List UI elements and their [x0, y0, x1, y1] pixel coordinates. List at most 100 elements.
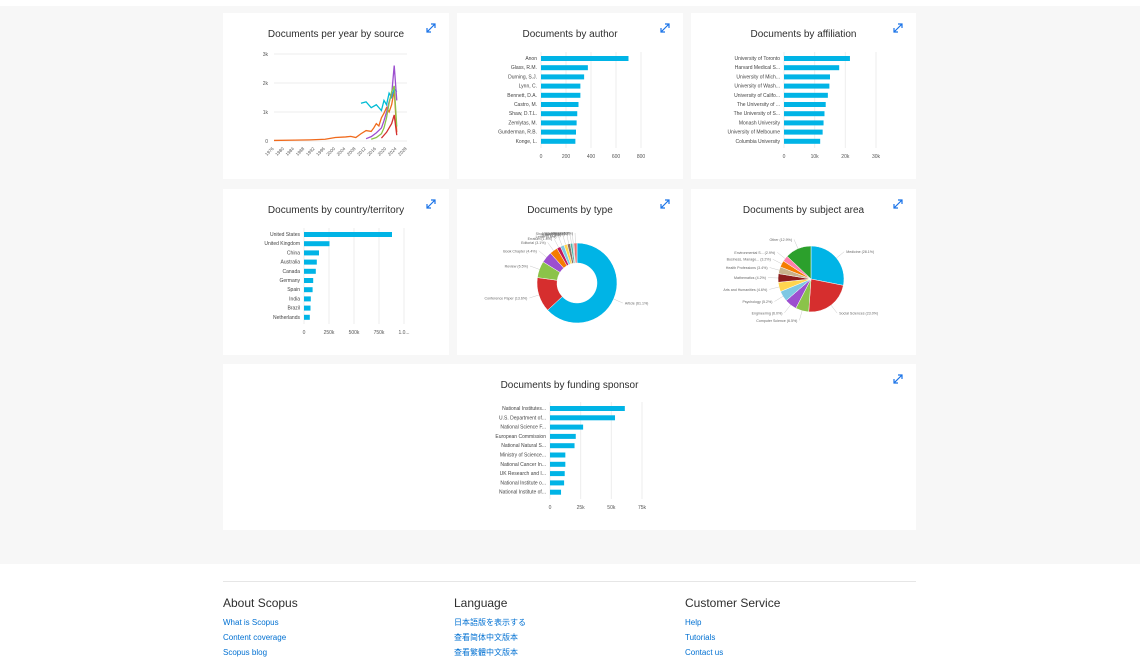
x-tick-label: 600: [612, 154, 621, 160]
chart-title: Documents by type: [527, 205, 613, 216]
label-leader: [562, 235, 566, 245]
bar: [784, 129, 823, 135]
slice-label: Arts and Humanities (4.6%): [723, 288, 767, 292]
slice-label: Note (1.3%): [542, 234, 561, 238]
bar: [784, 83, 830, 89]
card-by-country: Documents by country/territory 0 250k 500k…: [223, 189, 449, 355]
expand-icon[interactable]: [892, 372, 904, 384]
slice-label: Other (1.2%): [552, 232, 573, 236]
label-leader: [547, 242, 554, 251]
slice-label: Undefined (0.5%): [542, 232, 570, 236]
footer-link-traditional-chinese[interactable]: 查看繁體中文版本: [454, 648, 518, 657]
x-tick-label: 50k: [607, 505, 616, 511]
footer-link-scopus-blog[interactable]: Scopus blog: [223, 648, 268, 657]
category-label: Glass, R.M.: [511, 65, 537, 71]
bar: [541, 74, 585, 80]
label-leader: [799, 310, 803, 321]
bar: [784, 102, 826, 107]
bar: [550, 415, 616, 421]
footer-link-simplified-chinese[interactable]: 查看简体中文版本: [454, 633, 518, 642]
expand-icon[interactable]: [425, 197, 437, 209]
category-label: Durning, S.J.: [508, 74, 537, 80]
chart-title: Documents by country/territory: [267, 205, 405, 216]
footer-divider: [223, 581, 916, 582]
footer-heading: About Scopus: [223, 596, 298, 610]
label-leader: [538, 250, 547, 258]
pie-slice: [573, 242, 578, 264]
author-bar-chart: 0 200 400 600 800 Anon Glass, R.M. Durning, S.J…: [498, 52, 646, 160]
category-label: National Science F...: [500, 425, 546, 431]
category-label: Bennett, D.A.: [507, 93, 537, 99]
category-label: UK Research and I...: [500, 471, 546, 477]
category-label: Spain: [287, 287, 300, 293]
type-donut-chart: Article (61.1%) Conference Paper (13.6%) R…: [485, 232, 649, 324]
label-leader: [836, 251, 845, 259]
y-tick-label: 3k: [263, 52, 269, 58]
expand-icon[interactable]: [659, 197, 671, 209]
bar: [541, 138, 576, 144]
bar: [541, 102, 579, 107]
x-tick-label: 2028: [397, 146, 408, 157]
x-tick-label: 2024: [387, 146, 398, 157]
bar: [550, 489, 562, 495]
bar: [550, 406, 625, 411]
slice-label: Letter (1.5%): [536, 235, 557, 239]
slice-label: Engineering (6.0%): [752, 311, 783, 315]
bar: [304, 305, 311, 311]
category-label: University of Califo...: [734, 93, 780, 99]
category-label: Lynn, C.: [519, 84, 537, 90]
label-leader: [566, 234, 569, 244]
card-by-affiliation: Documents by affiliation 0 10k 20k 30k Unive…: [691, 13, 916, 179]
category-label: Anon: [525, 56, 537, 62]
expand-icon[interactable]: [892, 197, 904, 209]
x-tick-label: 1976: [264, 146, 275, 157]
expand-icon[interactable]: [659, 21, 671, 33]
footer-link-help[interactable]: Help: [685, 618, 702, 627]
expand-icon[interactable]: [892, 21, 904, 33]
card-by-sponsor: Documents by funding sponsor 0 25k 50k 75k N…: [223, 364, 916, 530]
category-label: United Kingdom: [264, 241, 300, 247]
slice-label: Social Sciences (23.0%): [839, 312, 878, 316]
slice-label: Article (61.1%): [625, 302, 649, 306]
label-leader: [772, 259, 782, 265]
card-by-type: Documents by type Article (61.1%) Confere…: [457, 189, 683, 355]
footer-heading: Language: [454, 596, 508, 610]
x-tick-label: 800: [637, 154, 646, 160]
x-tick-label: 10k: [811, 154, 820, 160]
x-tick-label: 25k: [577, 505, 586, 511]
slice-label: Environmental S... (2.9%): [734, 251, 775, 255]
footer-col-about: About Scopus What is Scopus Content cove…: [223, 596, 443, 664]
category-label: European Commission: [495, 434, 546, 440]
bar: [304, 314, 310, 320]
x-tick-label: 200: [562, 154, 571, 160]
bar: [304, 296, 311, 302]
top-strip: [0, 0, 1140, 6]
sponsor-bar-chart: 0 25k 50k 75k National Institutes... U.S. Dep…: [495, 402, 647, 511]
bar: [784, 138, 821, 144]
x-tick-label: 20k: [841, 154, 850, 160]
bar: [304, 287, 313, 293]
footer-link-contact-us[interactable]: Contact us: [685, 648, 724, 657]
bar: [784, 92, 828, 98]
slice-label: Mathematics (4.2%): [734, 276, 766, 280]
bar: [304, 259, 317, 265]
footer-link-content-coverage[interactable]: Content coverage: [223, 633, 287, 642]
footer-link-tutorials[interactable]: Tutorials: [685, 633, 716, 642]
bar: [784, 111, 825, 117]
y-tick-label: 1k: [263, 110, 269, 116]
x-tick-label: 2008: [346, 146, 357, 157]
label-leader: [529, 265, 540, 270]
category-label: University of Toronto: [735, 56, 781, 62]
bar: [550, 461, 566, 467]
category-label: United States: [270, 232, 301, 238]
x-tick-label: 0: [549, 505, 552, 511]
category-label: National Institute of...: [499, 490, 546, 496]
x-tick-label: 1996: [315, 146, 326, 157]
expand-icon[interactable]: [425, 21, 437, 33]
pie-slice: [810, 245, 845, 286]
bar: [304, 250, 319, 256]
series-line: [365, 65, 398, 140]
footer-link-what-is-scopus[interactable]: What is Scopus: [223, 618, 279, 627]
footer-link-japanese[interactable]: 日本語版を表示する: [454, 618, 526, 627]
pie-slice: [547, 242, 618, 324]
